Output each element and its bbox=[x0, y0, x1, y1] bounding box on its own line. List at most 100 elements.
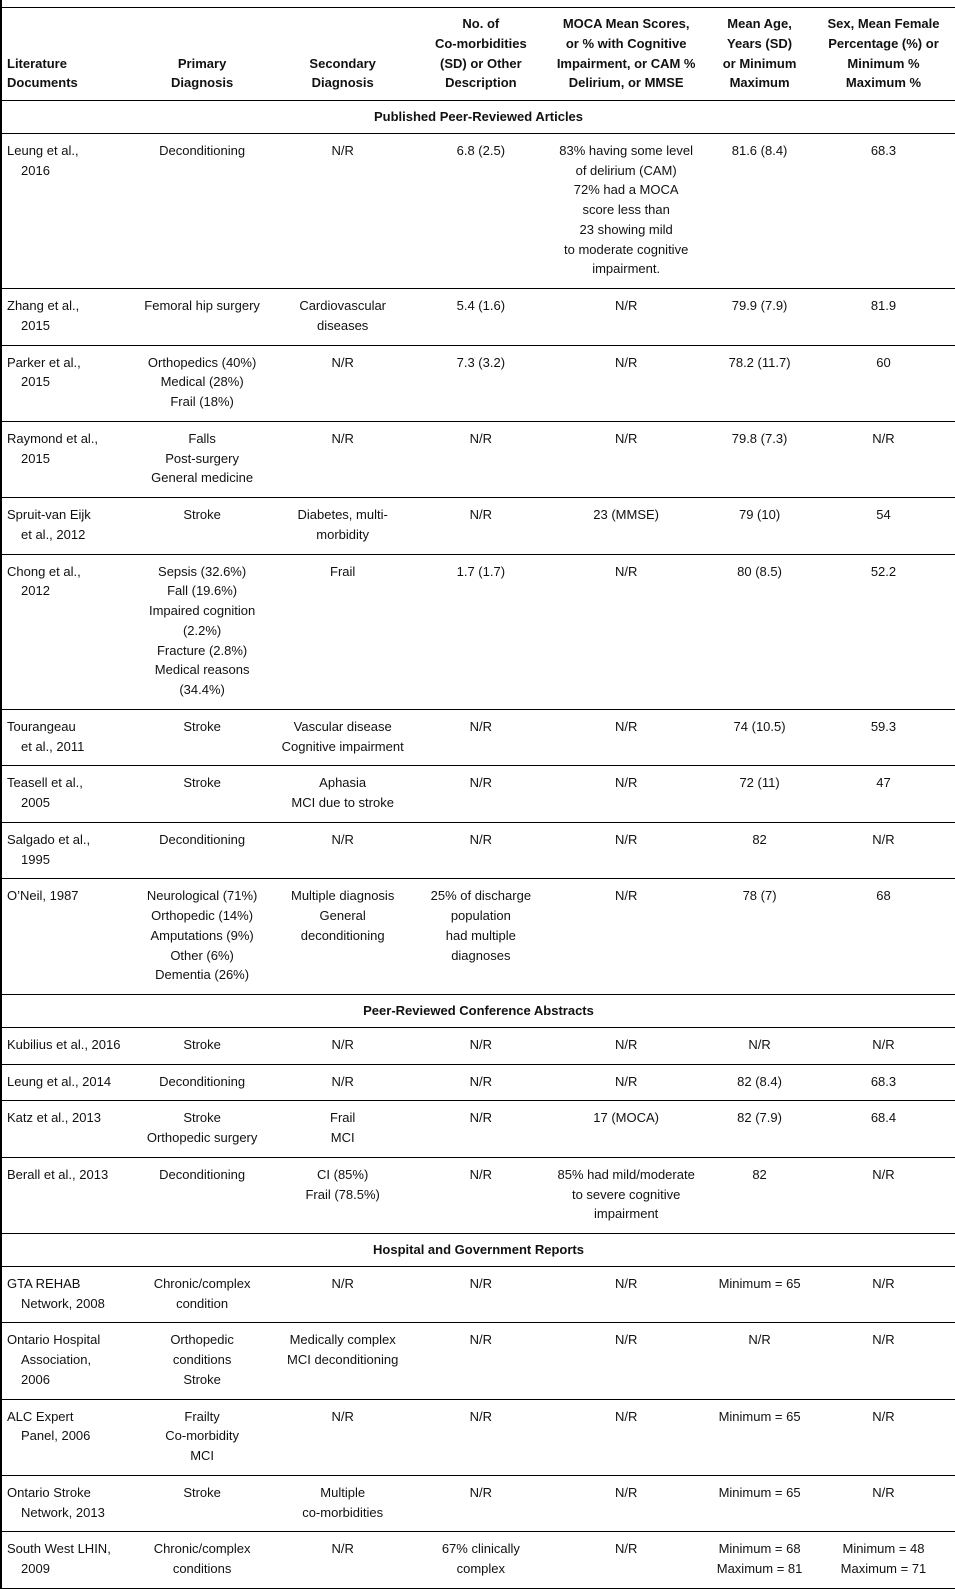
cell-age: 79.8 (7.3) bbox=[707, 421, 812, 499]
cell-comorbidities: N/R bbox=[416, 497, 546, 555]
cell-sex: 68.3 bbox=[811, 133, 955, 290]
table-row: Kubilius et al., 2016 Stroke N/R N/R N/R N/R N… bbox=[2, 1027, 955, 1065]
cell-sex: N/R bbox=[811, 1157, 955, 1235]
cell-moca: N/R bbox=[545, 421, 708, 499]
cell-literature: Parker et al., 2015 bbox=[2, 345, 136, 422]
cell-secondary-diagnosis: N/R bbox=[268, 1399, 417, 1476]
section-title: Published Peer-Reviewed Articles bbox=[2, 100, 955, 134]
cell-comorbidities: 25% of discharge population had multiple… bbox=[416, 878, 546, 995]
cell-comorbidities: N/R bbox=[416, 1157, 546, 1235]
cell-literature: O’Neil, 1987 bbox=[2, 878, 136, 995]
cell-literature: Raymond et al., 2015 bbox=[2, 421, 136, 499]
cell-secondary-diagnosis: N/R bbox=[268, 345, 417, 422]
cell-literature: Ontario Hospital Association, 2006 bbox=[2, 1322, 136, 1400]
cell-age: 74 (10.5) bbox=[707, 709, 812, 767]
cell-age: Minimum = 65 bbox=[707, 1399, 812, 1476]
cell-primary-diagnosis: Deconditioning bbox=[135, 133, 269, 290]
cell-moca: N/R bbox=[545, 822, 708, 880]
cell-age: 82 bbox=[707, 1157, 812, 1235]
cell-secondary-diagnosis: Aphasia MCI due to stroke bbox=[268, 765, 417, 823]
cell-primary-diagnosis: Stroke bbox=[135, 497, 269, 555]
cell-sex: 68 bbox=[811, 878, 955, 995]
cell-moca: 17 (MOCA) bbox=[545, 1100, 708, 1158]
cell-moca: N/R bbox=[545, 1475, 708, 1533]
cell-secondary-diagnosis: Multiple co-morbidities bbox=[268, 1475, 417, 1533]
cell-primary-diagnosis: Stroke bbox=[135, 765, 269, 823]
cell-moca: 85% had mild/moderate to severe cognitiv… bbox=[545, 1157, 708, 1235]
cell-age: 72 (11) bbox=[707, 765, 812, 823]
cell-moca: 83% having some level of delirium (CAM) … bbox=[545, 133, 708, 290]
cell-age: Minimum = 65 bbox=[707, 1475, 812, 1533]
table-row: O’Neil, 1987 Neurological (71%) Orthopedi… bbox=[2, 878, 955, 995]
cell-moca: N/R bbox=[545, 1027, 708, 1065]
table-row: Raymond et al., 2015 Falls Post-surgery Ge… bbox=[2, 421, 955, 499]
cell-sex: 47 bbox=[811, 765, 955, 823]
cell-literature: Salgado et al., 1995 bbox=[2, 822, 136, 880]
table-row: Leung et al., 2014 Deconditioning N/R N/R N/… bbox=[2, 1064, 955, 1102]
cell-primary-diagnosis: Sepsis (32.6%) Fall (19.6%) Impaired cog… bbox=[135, 554, 269, 710]
cell-comorbidities: N/R bbox=[416, 1064, 546, 1102]
cell-secondary-diagnosis: Medically complex MCI deconditioning bbox=[268, 1322, 417, 1400]
cell-moca: N/R bbox=[545, 765, 708, 823]
cell-literature: Ontario Stroke Network, 2013 bbox=[2, 1475, 136, 1533]
cell-comorbidities: 7.3 (3.2) bbox=[416, 345, 546, 422]
cell-comorbidities: N/R bbox=[416, 765, 546, 823]
cell-age: 82 (7.9) bbox=[707, 1100, 812, 1158]
cell-sex: 54 bbox=[811, 497, 955, 555]
cell-comorbidities: N/R bbox=[416, 822, 546, 880]
cell-secondary-diagnosis: Cardiovascular diseases bbox=[268, 288, 417, 346]
section-title: Hospital and Government Reports bbox=[2, 1233, 955, 1267]
cell-sex: 68.4 bbox=[811, 1100, 955, 1158]
cell-literature: Tourangeau et al., 2011 bbox=[2, 709, 136, 767]
cell-moca: N/R bbox=[545, 1531, 708, 1589]
cell-moca: N/R bbox=[545, 1322, 708, 1400]
header-row: Literature Documents Primary Diagnosis S… bbox=[2, 7, 955, 101]
cell-moca: 23 (MMSE) bbox=[545, 497, 708, 555]
cell-literature: Katz et al., 2013 bbox=[2, 1100, 136, 1158]
table-row: Ontario Stroke Network, 2013 Stroke Multipl… bbox=[2, 1475, 955, 1533]
cell-literature: Zhang et al., 2015 bbox=[2, 288, 136, 346]
cell-secondary-diagnosis: Frail bbox=[268, 554, 417, 710]
cell-literature: Leung et al., 2016 bbox=[2, 133, 136, 290]
table-row: ALC Expert Panel, 2006 Frailty Co-morbidit… bbox=[2, 1399, 955, 1476]
section-header-row: Peer-Reviewed Conference Abstracts bbox=[2, 994, 955, 1028]
cell-literature: Berall et al., 2013 bbox=[2, 1157, 136, 1235]
cell-literature: South West LHIN, 2009 bbox=[2, 1531, 136, 1589]
cell-primary-diagnosis: Frailty Co-morbidity MCI bbox=[135, 1399, 269, 1476]
cell-primary-diagnosis: Femoral hip surgery bbox=[135, 288, 269, 346]
cell-comorbidities: 67% clinically complex bbox=[416, 1531, 546, 1589]
cell-age: 81.6 (8.4) bbox=[707, 133, 812, 290]
cell-primary-diagnosis: Deconditioning bbox=[135, 822, 269, 880]
cell-primary-diagnosis: Neurological (71%) Orthopedic (14%) Ampu… bbox=[135, 878, 269, 995]
section-header-row: Published Peer-Reviewed Articles bbox=[2, 100, 955, 134]
cell-primary-diagnosis: Orthopedics (40%) Medical (28%) Frail (1… bbox=[135, 345, 269, 422]
cell-primary-diagnosis: Chronic/complex condition bbox=[135, 1266, 269, 1324]
cell-comorbidities: N/R bbox=[416, 1100, 546, 1158]
table-row: Ontario Hospital Association, 2006 Orthoped… bbox=[2, 1322, 955, 1400]
cell-primary-diagnosis: Stroke bbox=[135, 709, 269, 767]
literature-review-table: Literature Documents Primary Diagnosis S… bbox=[2, 7, 955, 1589]
cell-age: N/R bbox=[707, 1027, 812, 1065]
cell-moca: N/R bbox=[545, 878, 708, 995]
column-header-secondary-diagnosis: Secondary Diagnosis bbox=[268, 7, 417, 101]
cell-secondary-diagnosis: Multiple diagnosis General deconditionin… bbox=[268, 878, 417, 995]
cell-moca: N/R bbox=[545, 345, 708, 422]
table-row: Teasell et al., 2005 Stroke Aphasia MCI due… bbox=[2, 765, 955, 823]
cell-literature: Kubilius et al., 2016 bbox=[2, 1027, 136, 1065]
cell-literature: GTA REHAB Network, 2008 bbox=[2, 1266, 136, 1324]
cell-secondary-diagnosis: Vascular disease Cognitive impairment bbox=[268, 709, 417, 767]
cell-sex: N/R bbox=[811, 421, 955, 499]
cell-comorbidities: 1.7 (1.7) bbox=[416, 554, 546, 710]
table-row: Salgado et al., 1995 Deconditioning N/R N/R N… bbox=[2, 822, 955, 880]
column-header-moca: MOCA Mean Scores, or % with Cognitive Im… bbox=[545, 7, 708, 101]
cell-sex: Minimum = 48 Maximum = 71 bbox=[811, 1531, 955, 1589]
cell-secondary-diagnosis: N/R bbox=[268, 1064, 417, 1102]
cell-secondary-diagnosis: Diabetes, multi- morbidity bbox=[268, 497, 417, 555]
cell-sex: N/R bbox=[811, 822, 955, 880]
column-header-primary-diagnosis: Primary Diagnosis bbox=[135, 7, 269, 101]
cell-primary-diagnosis: Stroke Orthopedic surgery bbox=[135, 1100, 269, 1158]
cell-comorbidities: N/R bbox=[416, 1027, 546, 1065]
table-row: Spruit-van Eijk et al., 2012 Stroke Diabete… bbox=[2, 497, 955, 555]
cell-sex: N/R bbox=[811, 1475, 955, 1533]
